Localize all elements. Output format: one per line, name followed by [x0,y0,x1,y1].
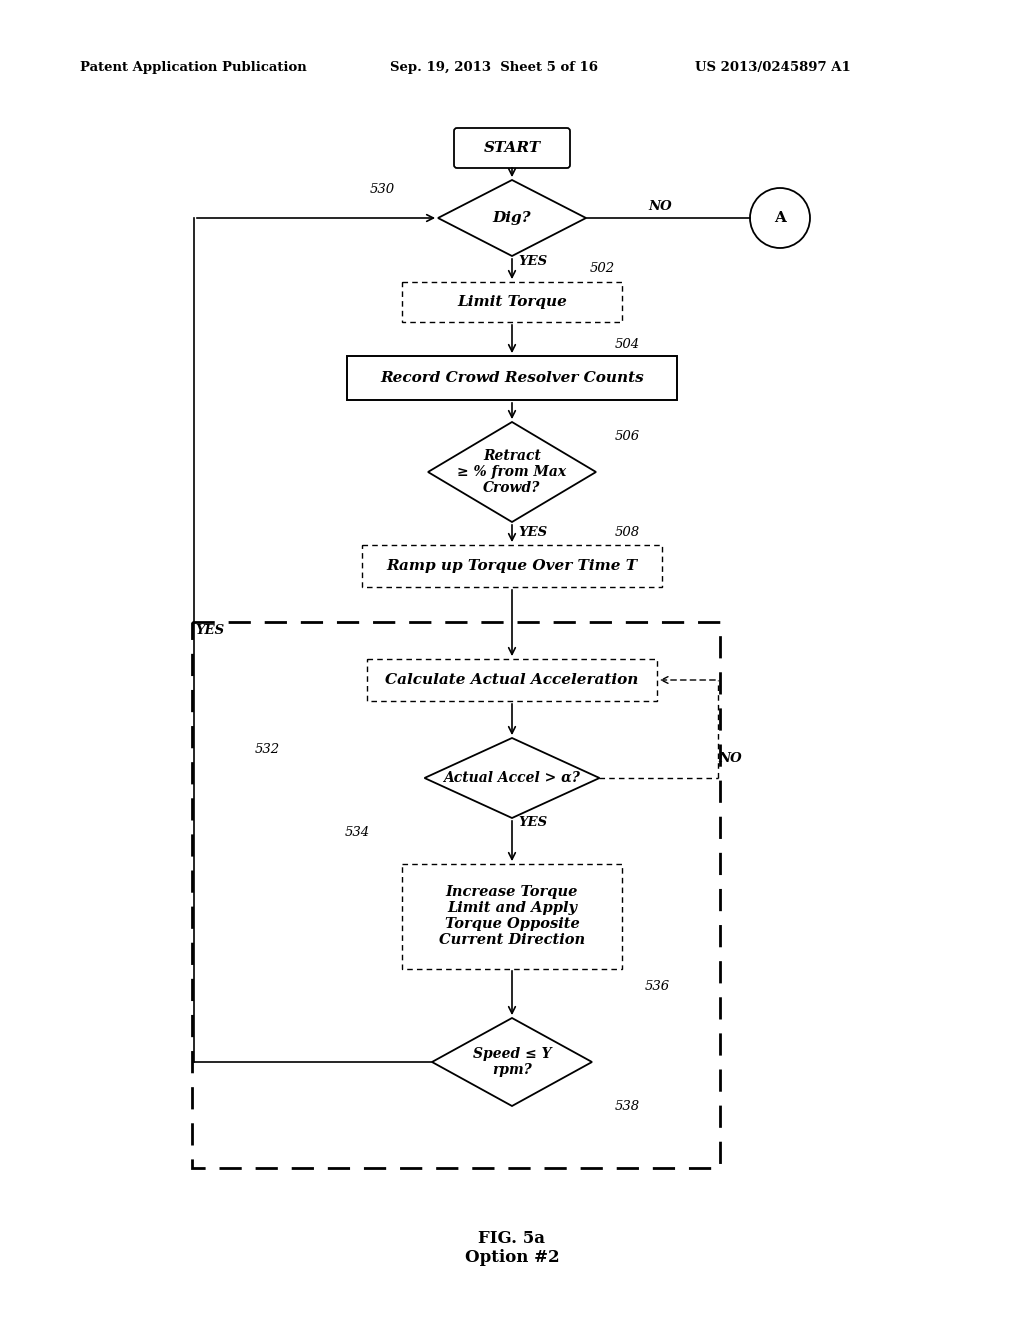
Polygon shape [425,738,599,818]
Text: NO: NO [718,752,741,766]
Text: START: START [483,141,541,154]
Text: 532: 532 [255,743,281,756]
Text: 530: 530 [370,183,395,195]
FancyBboxPatch shape [454,128,570,168]
Bar [193,622,720,1168]
Text: YES: YES [518,255,547,268]
Text: Limit Torque: Limit Torque [457,294,567,309]
Text: FIG. 5a
Option #2: FIG. 5a Option #2 [465,1230,559,1266]
Text: YES: YES [518,816,547,829]
Bar [367,659,657,701]
Text: Dig?: Dig? [493,211,531,224]
Text: 502: 502 [590,261,615,275]
Circle shape [750,187,810,248]
Polygon shape [428,422,596,521]
Text: Ramp up Torque Over Time T: Ramp up Torque Over Time T [386,558,638,573]
Text: A: A [774,211,786,224]
Text: YES: YES [518,525,547,539]
Text: NO: NO [648,201,672,213]
Text: 534: 534 [345,826,370,840]
Text: YES: YES [195,624,224,638]
Text: 504: 504 [615,338,640,351]
Text: Record Crowd Resolver Counts: Record Crowd Resolver Counts [380,371,644,385]
Text: US 2013/0245897 A1: US 2013/0245897 A1 [695,62,851,74]
Text: 536: 536 [645,979,670,993]
Text: Increase Torque
Limit and Apply
Torque Opposite
Current Direction: Increase Torque Limit and Apply Torque O… [439,884,585,948]
Text: Retract
≥ % from Max
Crowd?: Retract ≥ % from Max Crowd? [458,449,566,495]
Bar [402,282,622,322]
Bar [347,356,677,400]
Bar [402,863,622,969]
Polygon shape [438,180,586,256]
Text: Sep. 19, 2013  Sheet 5 of 16: Sep. 19, 2013 Sheet 5 of 16 [390,62,598,74]
Text: 508: 508 [615,525,640,539]
Text: Speed ≤ Y
rpm?: Speed ≤ Y rpm? [473,1047,551,1077]
Text: Patent Application Publication: Patent Application Publication [80,62,307,74]
Text: Actual Accel > α?: Actual Accel > α? [443,771,581,785]
Polygon shape [432,1018,592,1106]
Bar [362,545,662,587]
Text: 506: 506 [615,430,640,444]
Text: Calculate Actual Acceleration: Calculate Actual Acceleration [385,673,639,686]
Text: 538: 538 [615,1100,640,1113]
